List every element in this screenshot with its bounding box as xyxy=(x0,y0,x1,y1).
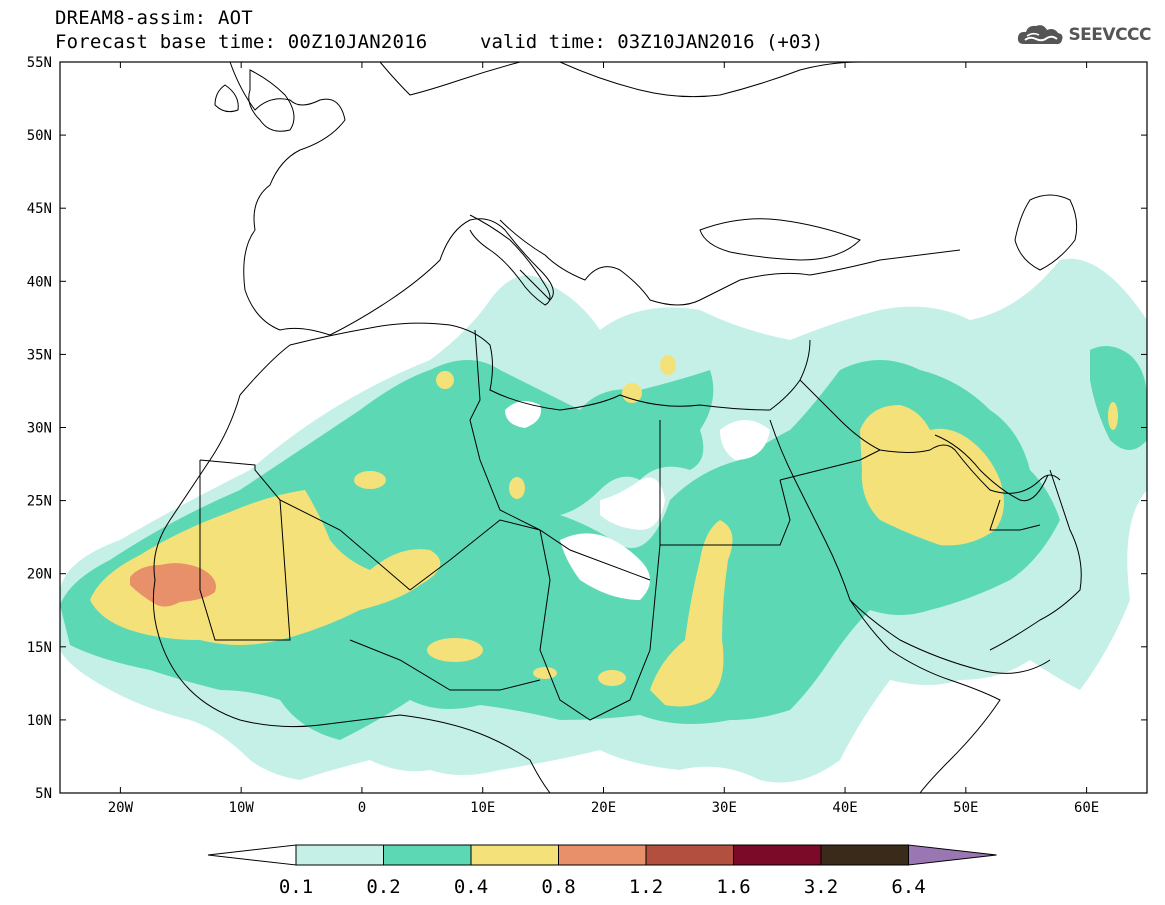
lon-label: 20E xyxy=(591,800,616,816)
aot-patch xyxy=(1108,402,1118,430)
map-title: DREAM8-assim: AOT xyxy=(55,7,253,29)
lat-label: 5N xyxy=(35,786,52,802)
lat-label: 25N xyxy=(27,494,52,510)
cloud-icon xyxy=(1018,25,1063,45)
aot-patch xyxy=(660,355,676,375)
legend-label: 0.1 xyxy=(279,876,313,898)
aot-contours xyxy=(60,258,1147,783)
valid-time: valid time: 03Z10JAN2016 (+03) xyxy=(480,31,824,53)
aot-clear xyxy=(560,533,650,600)
aot-band-0.4-west xyxy=(90,490,441,645)
aot-clear xyxy=(505,401,541,428)
lat-label: 35N xyxy=(27,347,52,363)
aot-patch xyxy=(354,471,386,489)
aot-band-0.4-arabia xyxy=(860,405,1004,546)
lat-label: 10N xyxy=(27,713,52,729)
logo-text: SEEVCCC xyxy=(1068,25,1151,45)
lat-label: 40N xyxy=(27,274,52,290)
lat-label: 20N xyxy=(27,567,52,583)
lon-label: 50E xyxy=(953,800,978,816)
aot-patch xyxy=(622,383,642,403)
lat-label: 15N xyxy=(27,640,52,656)
legend-label: 0.2 xyxy=(366,876,400,898)
legend-label: 0.4 xyxy=(454,876,488,898)
lon-label: 30E xyxy=(712,800,737,816)
lon-label: 10W xyxy=(229,800,255,816)
lon-label: 10E xyxy=(470,800,495,816)
aot-band-0.8-west xyxy=(130,563,216,607)
aot-band-0.4-sudan xyxy=(650,520,733,707)
coastlines xyxy=(152,62,1082,793)
legend-label: 6.4 xyxy=(891,876,925,898)
legend-swatch xyxy=(383,844,472,866)
aot-band-0.2-east xyxy=(1090,346,1147,450)
lat-label: 50N xyxy=(27,128,52,144)
legend-arrow-high xyxy=(908,844,997,866)
legend-label: 3.2 xyxy=(804,876,838,898)
legend-swatch xyxy=(733,844,822,866)
legend-swatch xyxy=(295,844,384,866)
legend-label: 0.8 xyxy=(541,876,575,898)
lon-label: 60E xyxy=(1074,800,1099,816)
aot-patch xyxy=(427,638,483,662)
lon-label: 0 xyxy=(358,800,366,816)
lon-label: 20W xyxy=(108,800,134,816)
legend-swatch xyxy=(558,844,647,866)
lat-label: 45N xyxy=(27,201,52,217)
legend-swatch xyxy=(470,844,559,866)
aot-patch xyxy=(436,371,454,389)
axis-ticks: 55N 50N 45N 40N 35N 30N 25N 20N 15N 10N 5N 20W 10W 0 1… xyxy=(27,55,1147,816)
lon-label: 40E xyxy=(832,800,857,816)
aot-patch xyxy=(509,477,525,499)
legend-swatch xyxy=(820,844,909,866)
legend-label: 1.6 xyxy=(716,876,750,898)
legend-swatch xyxy=(645,844,734,866)
aot-band-0.2 xyxy=(60,360,1060,740)
lat-label: 55N xyxy=(27,55,52,71)
forecast-base-time: Forecast base time: 00Z10JAN2016 xyxy=(55,31,428,53)
aot-patch xyxy=(533,667,557,679)
aot-patch xyxy=(598,670,626,686)
aot-clear xyxy=(720,420,770,460)
seevccc-logo: SEEVCCC xyxy=(1016,22,1151,48)
legend-arrow-low xyxy=(207,844,297,866)
aot-clear xyxy=(600,477,665,530)
lat-label: 30N xyxy=(27,421,52,437)
legend-label: 1.2 xyxy=(629,876,663,898)
